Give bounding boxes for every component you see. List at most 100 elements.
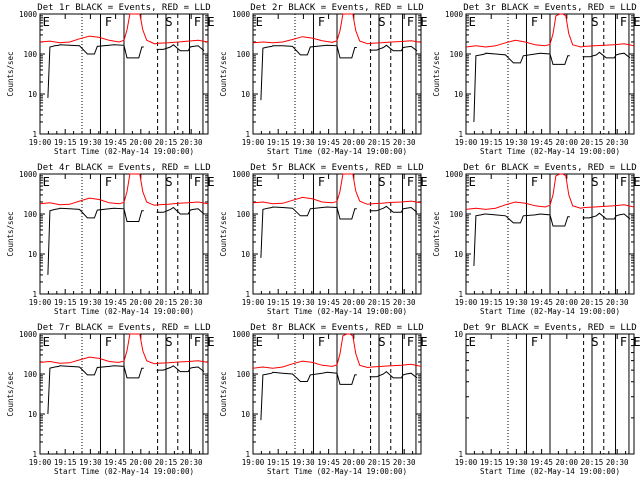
- event-marker-label: F: [105, 15, 112, 29]
- event-marker-label: S: [378, 175, 385, 189]
- event-marker-label: S: [591, 175, 598, 189]
- y-axis-label: Counts/sec: [432, 51, 441, 96]
- x-tick-label: 20:30: [606, 298, 629, 307]
- y-tick-label: 1000: [232, 170, 251, 179]
- x-tick-label: 19:30: [79, 138, 102, 147]
- subplot-title: Det 3r BLACK = Events, RED = LLD: [463, 3, 636, 13]
- x-tick-label: 19:15: [54, 458, 77, 467]
- event-marker-label: E: [256, 175, 263, 189]
- events-series-line: [260, 370, 418, 421]
- x-tick-label: 19:30: [505, 138, 528, 147]
- event-marker-label: E: [633, 335, 640, 349]
- y-tick-label: 1000: [232, 10, 251, 19]
- event-marker-label: F: [194, 15, 201, 29]
- events-series-line: [47, 206, 205, 275]
- x-tick-label: 20:30: [180, 458, 203, 467]
- x-tick-label: 20:15: [368, 458, 391, 467]
- event-marker-label: F: [620, 335, 627, 349]
- x-axis-label: Start Time (02-May-14 19:00:00): [267, 147, 407, 156]
- y-tick-label: 100: [23, 210, 37, 219]
- x-tick-label: 20:30: [393, 138, 416, 147]
- event-marker-label: E: [43, 15, 50, 29]
- y-tick-label: 1: [32, 290, 37, 299]
- x-axis-label: Start Time (02-May-14 19:00:00): [480, 147, 620, 156]
- subplot-title: Det 5r BLACK = Events, RED = LLD: [250, 163, 423, 173]
- event-marker-label: F: [407, 15, 414, 29]
- x-tick-label: 19:45: [530, 458, 553, 467]
- event-marker-label: F: [531, 335, 538, 349]
- y-tick-label: 10: [28, 250, 38, 259]
- subplot: Det 6r BLACK = Events, RED = LLD 1 10 100 10…: [432, 163, 640, 316]
- x-tick-label: 19:30: [79, 298, 102, 307]
- x-tick-label: 19:45: [104, 298, 127, 307]
- x-tick-label: 19:45: [317, 458, 340, 467]
- x-tick-label: 20:15: [368, 298, 391, 307]
- events-series-line: [47, 44, 205, 98]
- subplot-title: Det 4r BLACK = Events, RED = LLD: [37, 163, 210, 173]
- y-tick-label: 100: [236, 210, 250, 219]
- x-tick-label: 19:30: [292, 458, 315, 467]
- y-axis-label: Counts/sec: [6, 51, 15, 96]
- x-tick-label: 19:30: [292, 138, 315, 147]
- y-axis-label: Counts/sec: [432, 211, 441, 256]
- event-marker-label: E: [633, 15, 640, 29]
- events-series-line: [473, 212, 631, 267]
- event-marker-label: E: [469, 15, 476, 29]
- events-series-line: [473, 51, 631, 123]
- x-tick-label: 19:00: [242, 458, 265, 467]
- y-tick-label: 1: [32, 130, 37, 139]
- subplot: Det 7r BLACK = Events, RED = LLD 1 10 100 10…: [6, 323, 215, 476]
- y-tick-label: 10: [241, 250, 251, 259]
- x-tick-label: 19:45: [317, 138, 340, 147]
- y-tick-label: 1000: [445, 170, 464, 179]
- event-marker-label: E: [469, 335, 476, 349]
- event-marker-label: E: [420, 335, 427, 349]
- x-tick-label: 20:30: [393, 458, 416, 467]
- y-tick-label: 1000: [19, 170, 38, 179]
- x-tick-label: 19:45: [104, 138, 127, 147]
- x-tick-label: 20:00: [130, 458, 153, 467]
- x-axis-label: Start Time (02-May-14 19:00:00): [480, 307, 620, 316]
- y-tick-label: 10: [241, 410, 251, 419]
- event-marker-label: F: [318, 15, 325, 29]
- x-tick-label: 20:00: [343, 298, 366, 307]
- x-tick-label: 19:00: [455, 138, 478, 147]
- event-marker-label: S: [165, 15, 172, 29]
- event-marker-label: F: [407, 335, 414, 349]
- x-tick-label: 19:15: [267, 298, 290, 307]
- y-tick-label: 10: [454, 330, 464, 339]
- y-axis-label: Counts/sec: [6, 371, 15, 416]
- x-axis-label: Start Time (02-May-14 19:00:00): [267, 467, 407, 476]
- event-marker-label: S: [165, 175, 172, 189]
- subplot: Det 5r BLACK = Events, RED = LLD 1 10 100 10…: [219, 163, 428, 316]
- event-marker-label: E: [469, 175, 476, 189]
- x-tick-label: 19:30: [505, 458, 528, 467]
- lld-series-line: [465, 13, 635, 48]
- event-marker-label: E: [207, 175, 214, 189]
- y-tick-label: 10: [28, 410, 38, 419]
- y-axis-label: Counts/sec: [219, 51, 228, 96]
- event-marker-label: F: [194, 335, 201, 349]
- subplot: Det 1r BLACK = Events, RED = LLD 1 10 100 10…: [6, 3, 215, 156]
- x-tick-label: 19:45: [104, 458, 127, 467]
- events-series-line: [260, 205, 418, 258]
- x-tick-label: 20:15: [581, 298, 604, 307]
- x-tick-label: 20:30: [393, 298, 416, 307]
- lld-series-line: [465, 173, 635, 210]
- lld-series-line: [39, 173, 209, 206]
- y-tick-label: 100: [449, 210, 463, 219]
- event-marker-label: F: [531, 15, 538, 29]
- x-tick-label: 19:00: [29, 298, 52, 307]
- y-axis-label: Counts/sec: [219, 211, 228, 256]
- event-marker-label: E: [420, 175, 427, 189]
- x-tick-label: 19:00: [29, 138, 52, 147]
- event-marker-label: F: [531, 175, 538, 189]
- event-marker-label: F: [620, 175, 627, 189]
- event-marker-label: F: [194, 175, 201, 189]
- x-tick-label: 20:00: [556, 298, 579, 307]
- y-tick-label: 1: [245, 450, 250, 459]
- x-tick-label: 19:45: [317, 298, 340, 307]
- event-marker-label: F: [105, 335, 112, 349]
- y-tick-label: 1000: [19, 330, 38, 339]
- y-tick-label: 1000: [232, 330, 251, 339]
